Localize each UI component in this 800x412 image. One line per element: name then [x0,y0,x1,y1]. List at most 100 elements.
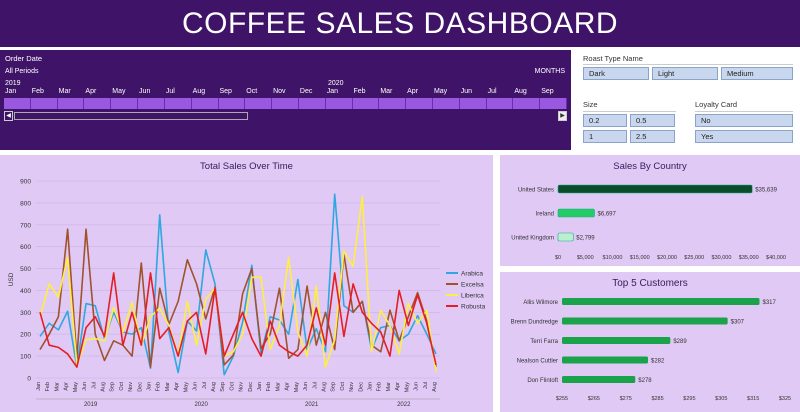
timeline-month-label[interactable]: Aug [192,88,206,95]
size-slicer: Size 0.2 0.5 1 2.5 [577,94,682,150]
timeline-month-segment[interactable] [272,98,299,109]
x-tick-label: Jan [147,382,153,391]
year-label: 2020 [194,402,208,408]
loyalty-option-yes[interactable]: Yes [695,130,793,143]
timeline-month-label[interactable]: Apr [85,88,97,95]
bar [557,184,753,194]
timeline-month-label[interactable]: Sep [219,88,232,95]
bar-value-label: $307 [731,320,745,326]
roast-option-light[interactable]: Light [652,67,718,80]
timeline-month-segment[interactable] [353,98,380,109]
y-tick-label: 900 [20,179,31,186]
x-tick-label: May [294,382,300,393]
size-option-0-2[interactable]: 0.2 [583,114,627,127]
timeline-month-segment[interactable] [433,98,460,109]
timeline-month-label[interactable]: Mar [380,88,393,95]
timeline-month-label[interactable]: May [433,88,448,95]
scrollbar-thumb[interactable] [14,112,248,120]
size-option-0-5[interactable]: 0.5 [630,114,675,127]
scroll-right-icon[interactable]: ▶ [558,111,567,121]
timeline-month-segment[interactable] [406,98,433,109]
y-tick-label: 400 [20,288,31,295]
timeline-month-segment[interactable] [165,98,192,109]
timeline-period-label: All Periods [5,68,39,75]
timeline-month-label[interactable]: Jan [5,88,17,95]
series-line-excelsa [39,228,437,368]
year-label: 2022 [397,402,411,408]
x-tick-label: $0 [555,255,561,261]
timeline-month-segment[interactable] [460,98,487,109]
x-tick-label: Apr [285,382,291,391]
x-tick-label: Jun [414,382,420,391]
x-tick-label: $295 [683,396,695,402]
timeline-month-segment[interactable] [299,98,326,109]
x-tick-label: Oct [229,382,235,391]
timeline-month-segment[interactable] [138,98,165,109]
x-tick-label: Jun [193,382,199,391]
timeline-month-segment[interactable] [192,98,219,109]
x-tick-label: Feb [156,382,162,391]
x-tick-label: $25,000 [684,255,704,261]
y-tick-label: 0 [27,376,31,383]
category-label: Don Flintoft [527,378,558,384]
timeline-month-label[interactable]: Jun [139,88,151,95]
timeline-month-label[interactable]: Feb [353,88,366,95]
timeline-month-label[interactable]: Jun [460,88,473,95]
x-tick-label: Jan [36,382,42,391]
timeline-month-segment[interactable] [487,98,514,109]
timeline-scrollbar[interactable]: ◀ ▶ [4,111,567,121]
timeline-month-segment[interactable] [84,98,112,109]
loyalty-option-no[interactable]: No [695,114,793,127]
timeline-month-label[interactable]: Apr [407,88,419,95]
timeline-month-label[interactable]: Feb [31,88,44,95]
x-tick-label: Aug [432,382,438,392]
x-tick-label: $255 [556,396,568,402]
timeline-month-label[interactable]: Jul [487,88,497,95]
x-tick-label: Feb [45,382,51,391]
year-label: 2019 [84,402,98,408]
timeline-month-label[interactable]: Aug [514,88,527,95]
roast-option-medium[interactable]: Medium [721,67,793,80]
size-option-2-5[interactable]: 2.5 [630,130,675,143]
timeline-month-label[interactable]: Oct [246,88,258,95]
timeline-month-label[interactable]: Dec [299,88,313,95]
y-tick-label: 200 [20,332,31,339]
x-tick-label: Mar [386,382,392,392]
timeline-month-segment[interactable] [326,98,353,109]
bar-value-label: $278 [638,378,652,384]
timeline-month-segment[interactable] [31,98,58,109]
timeline-month-segment[interactable] [540,98,568,109]
timeline-month-segment[interactable] [4,98,31,109]
x-tick-label: $20,000 [657,255,677,261]
year-label: 2021 [305,402,319,408]
roast-option-dark[interactable]: Dark [583,67,649,80]
timeline-month-label[interactable]: Jan [326,88,338,95]
x-tick-label: $305 [715,396,727,402]
timeline-month-label[interactable]: May [112,88,126,95]
x-tick-label: Apr [174,382,180,391]
timeline-month-segment[interactable] [219,98,246,109]
timeline-month-label[interactable]: Nov [273,88,286,95]
bar-value-label: $289 [673,339,687,345]
x-tick-label: Aug [100,382,106,392]
total-sales-chart-panel: Total Sales Over Time 0 100 200 300 400 500 60… [0,155,493,412]
timeline-title: Order Date [5,54,43,63]
size-option-1[interactable]: 1 [583,130,627,143]
timeline-month-label[interactable]: Sep [541,88,554,95]
scroll-left-icon[interactable]: ◀ [4,111,13,121]
timeline-month-segment[interactable] [513,98,541,109]
timeline-month-segment[interactable] [58,98,85,109]
x-tick-label: Dec [358,382,364,392]
order-date-timeline[interactable]: Order Date All Periods MONTHS 2019 2020 … [0,50,571,150]
timeline-month-segment[interactable] [245,98,273,109]
timeline-month-label[interactable]: Mar [58,88,71,95]
timeline-month-label[interactable]: Jul [165,88,175,95]
timeline-selection-bar[interactable] [4,98,568,109]
x-tick-label: May [73,382,79,393]
timeline-unit-dropdown[interactable]: MONTHS [534,68,565,75]
x-tick-label: Dec [137,382,143,392]
timeline-month-segment[interactable] [379,98,407,109]
timeline-month-segment[interactable] [111,98,139,109]
x-tick-label: $325 [779,396,791,402]
